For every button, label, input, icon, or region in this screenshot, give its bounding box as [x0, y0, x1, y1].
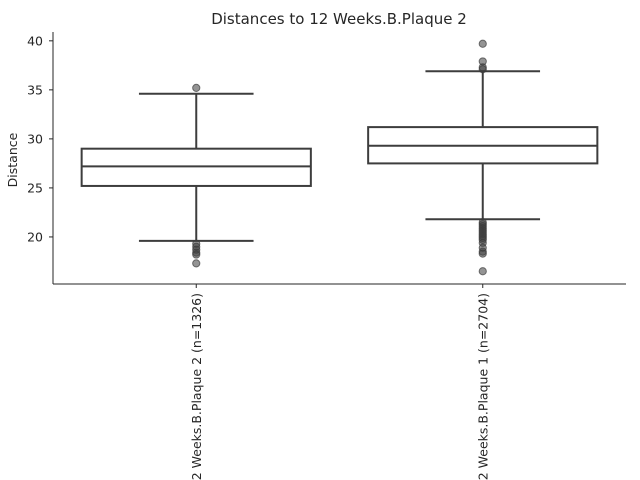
outlier-point	[192, 83, 201, 92]
x-tick-label: 12 Weeks.B.Plaque 2 (n=1326)	[189, 293, 204, 480]
outlier-point	[478, 249, 487, 258]
outlier-point	[478, 65, 487, 74]
y-axis-ticks: 20 25 30 35 40	[27, 33, 53, 244]
y-tick-label: 35	[27, 82, 43, 97]
plot-area	[80, 39, 599, 276]
y-tick-label: 20	[27, 229, 43, 244]
outlier-point	[192, 250, 201, 259]
y-tick-label: 30	[27, 131, 43, 146]
y-tick-label: 25	[27, 180, 43, 195]
box-group	[80, 83, 312, 268]
x-axis-tick-labels: 12 Weeks.B.Plaque 2 (n=1326) 12 Weeks.B.P…	[189, 284, 490, 480]
chart-title: Distances to 12 Weeks.B.Plaque 2	[211, 10, 467, 28]
y-axis-label: Distance	[5, 132, 20, 187]
x-tick-label: 12 Weeks.B.Plaque 1 (n=2704)	[475, 293, 490, 480]
outlier-point	[192, 259, 201, 268]
outlier-point	[478, 267, 487, 276]
outlier-point	[478, 39, 487, 48]
y-tick-label: 40	[27, 33, 43, 48]
box-group	[367, 39, 599, 276]
